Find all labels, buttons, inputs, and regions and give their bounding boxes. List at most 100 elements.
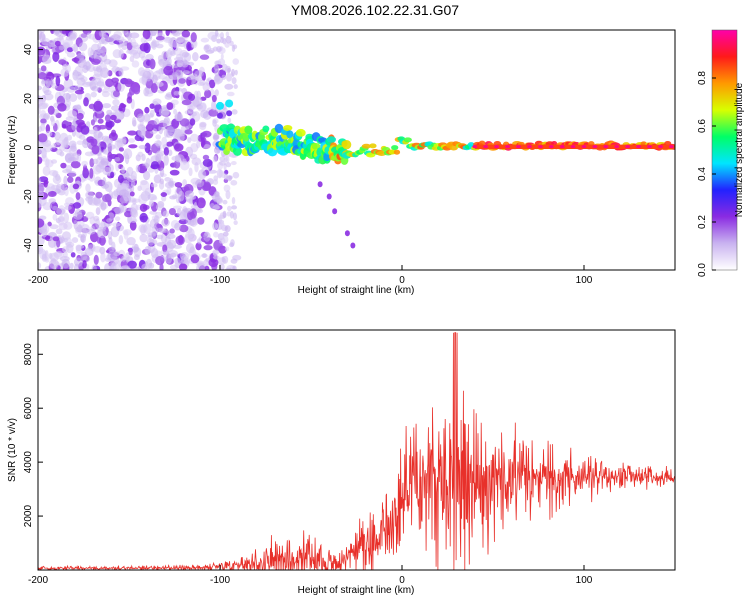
noise-blob — [171, 118, 180, 129]
noise-blob — [216, 38, 221, 44]
noise-blob — [182, 207, 193, 213]
spectrogram-x-label: Height of straight line (km) — [298, 285, 415, 296]
noise-blob — [158, 108, 164, 116]
noise-blob — [232, 265, 237, 270]
snr-y-ticks: 2000 4000 6000 8000 — [23, 343, 43, 527]
noise-blob — [202, 82, 211, 92]
noise-blob — [193, 216, 199, 226]
noise-blob — [144, 142, 151, 154]
noise-blob — [199, 122, 207, 131]
noise-blob — [176, 36, 185, 43]
noise-blob — [38, 200, 43, 208]
noise-blob — [232, 171, 240, 179]
noise-blob — [96, 65, 102, 73]
noise-blob — [139, 69, 150, 77]
noise-blob — [72, 104, 82, 110]
signal-blob — [232, 146, 242, 156]
noise-blob — [155, 255, 165, 266]
noise-blob — [214, 191, 220, 197]
noise-blob — [202, 154, 210, 161]
snr-plot-area — [38, 330, 675, 570]
noise-blob — [80, 234, 87, 243]
spectrogram-y-tick-label: 20 — [23, 93, 34, 105]
noise-blob — [104, 181, 113, 193]
noise-blob — [159, 263, 164, 270]
noise-blob — [212, 179, 219, 186]
noise-blob — [225, 31, 230, 38]
branch-blob — [332, 208, 338, 215]
noise-blob — [232, 58, 240, 65]
noise-blob — [196, 178, 202, 184]
noise-blob — [129, 218, 138, 223]
noise-blob — [167, 149, 173, 156]
noise-blob — [93, 245, 102, 253]
noise-blob — [131, 198, 141, 203]
noise-blob — [142, 30, 151, 40]
noise-blob — [61, 123, 67, 129]
signal-peak — [515, 144, 521, 149]
noise-blob — [71, 152, 79, 162]
noise-blob — [129, 191, 135, 197]
noise-blob — [39, 30, 45, 34]
signal-blob — [391, 145, 399, 151]
noise-blob — [63, 175, 68, 186]
noise-blob — [161, 218, 170, 227]
colorbar-gradient — [712, 30, 737, 270]
noise-blob — [81, 160, 89, 167]
noise-blob — [57, 103, 67, 112]
noise-blob — [58, 45, 64, 51]
noise-blob — [73, 257, 83, 267]
noise-blob — [162, 118, 169, 129]
noise-blob — [97, 46, 108, 54]
noise-blob — [201, 253, 208, 258]
noise-blob — [48, 198, 57, 204]
noise-blob — [182, 70, 190, 75]
noise-blob — [146, 238, 155, 246]
noise-blob — [68, 171, 77, 178]
noise-blob — [233, 84, 238, 90]
noise-blob — [91, 144, 100, 155]
noise-blob — [42, 114, 50, 119]
noise-blob — [159, 167, 165, 178]
noise-blob — [212, 250, 218, 257]
noise-blob — [129, 32, 140, 39]
noise-blob — [52, 205, 59, 211]
noise-blob — [151, 196, 158, 201]
noise-blob — [97, 131, 104, 141]
noise-blob — [93, 100, 104, 112]
noise-blob — [76, 77, 86, 86]
noise-blob — [179, 118, 190, 127]
noise-blob — [91, 264, 97, 270]
noise-blob — [196, 208, 204, 214]
noise-blob — [118, 138, 127, 144]
noise-blob — [71, 237, 79, 244]
noise-blob — [148, 199, 154, 207]
signal-peak — [494, 144, 500, 149]
noise-blob — [224, 225, 231, 233]
noise-blob — [90, 91, 97, 98]
signal-peak — [636, 144, 642, 149]
noise-blob — [70, 143, 77, 152]
snr-y-label: SNR (10 * v/v) — [7, 418, 18, 482]
noise-blob — [97, 118, 104, 124]
noise-blob — [174, 222, 182, 231]
noise-blob — [194, 77, 203, 82]
noise-blob — [139, 212, 148, 223]
noise-blob — [214, 30, 219, 37]
snr-x-tick-label: 0 — [399, 575, 405, 586]
noise-blob — [70, 160, 81, 169]
noise-blob — [156, 150, 165, 157]
noise-blob — [128, 138, 136, 143]
signal-peak — [559, 144, 565, 149]
figure-title: YM08.2026.102.22.31.G07 — [291, 2, 459, 18]
noise-blob — [166, 102, 174, 110]
noise-blob — [187, 75, 196, 81]
noise-blob — [38, 133, 48, 143]
noise-blob — [221, 63, 228, 72]
noise-blob — [211, 94, 217, 103]
noise-blob — [127, 260, 137, 269]
noise-blob — [74, 71, 79, 82]
noise-blob — [55, 228, 63, 235]
branch-blob — [326, 193, 332, 200]
